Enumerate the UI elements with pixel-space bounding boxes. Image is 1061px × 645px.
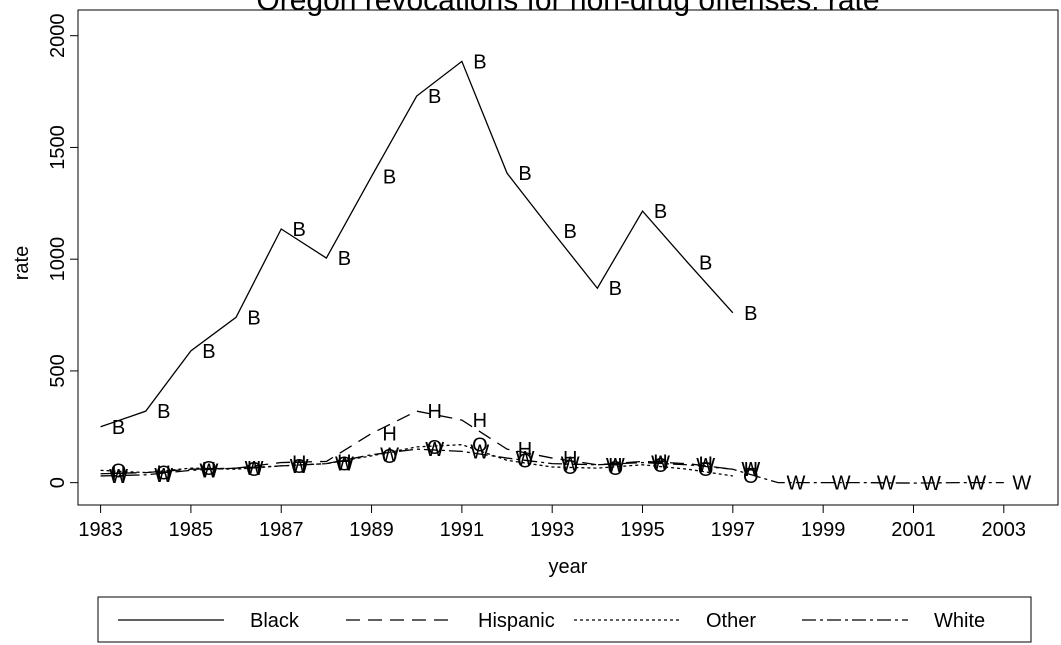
point-marker: B bbox=[112, 417, 125, 439]
legend-label: Other bbox=[706, 610, 756, 632]
point-marker: B bbox=[654, 201, 667, 223]
point-marker: W bbox=[561, 454, 580, 476]
x-tick-label: 1983 bbox=[78, 519, 123, 541]
point-marker: H bbox=[427, 401, 441, 423]
point-marker: W bbox=[967, 473, 986, 495]
point-marker: W bbox=[516, 448, 535, 470]
plot-area bbox=[77, 9, 1059, 506]
point-marker: W bbox=[606, 455, 625, 477]
point-marker: W bbox=[109, 466, 128, 488]
legend-label: Hispanic bbox=[478, 610, 555, 632]
point-marker: B bbox=[699, 253, 712, 275]
point-marker: H bbox=[473, 410, 487, 432]
point-marker: O bbox=[337, 454, 353, 476]
point-marker: B bbox=[293, 219, 306, 241]
point-marker: B bbox=[518, 163, 531, 185]
point-marker: W bbox=[877, 473, 896, 495]
y-tick-label: 500 bbox=[47, 354, 69, 387]
point-marker: O bbox=[111, 460, 127, 482]
legend-label: Black bbox=[250, 610, 300, 632]
point-marker: H bbox=[247, 458, 261, 480]
point-marker: O bbox=[472, 435, 488, 457]
point-marker: H bbox=[382, 423, 396, 445]
point-marker: W bbox=[651, 453, 670, 475]
point-marker: B bbox=[247, 307, 260, 329]
x-tick-label: 1997 bbox=[711, 519, 756, 541]
point-marker: H bbox=[337, 451, 351, 473]
y-tick-label: 1000 bbox=[47, 237, 69, 282]
point-marker: W bbox=[1012, 473, 1031, 495]
point-marker: W bbox=[425, 439, 444, 461]
x-tick-label: 1995 bbox=[620, 519, 665, 541]
point-marker: B bbox=[157, 401, 170, 423]
series-line bbox=[100, 448, 1004, 484]
point-marker: O bbox=[427, 437, 443, 459]
point-marker: B bbox=[383, 166, 396, 188]
point-marker: B bbox=[338, 248, 351, 270]
x-tick-label: 2001 bbox=[891, 519, 936, 541]
point-marker: W bbox=[380, 445, 399, 467]
point-marker: W bbox=[832, 473, 851, 495]
x-axis-label: year bbox=[549, 556, 588, 578]
x-tick-label: 2003 bbox=[982, 519, 1027, 541]
x-tick-label: 1999 bbox=[801, 519, 846, 541]
point-marker: W bbox=[922, 473, 941, 495]
point-marker: O bbox=[517, 450, 533, 472]
point-marker: W bbox=[154, 465, 173, 487]
point-marker: W bbox=[335, 454, 354, 476]
point-marker: H bbox=[111, 464, 125, 486]
series-line bbox=[100, 444, 733, 477]
point-marker: B bbox=[428, 86, 441, 108]
point-marker: H bbox=[698, 454, 712, 476]
point-marker: W bbox=[741, 459, 760, 481]
chart-title: Oregon revocations for non-drug offenses… bbox=[256, 0, 879, 17]
point-marker: B bbox=[744, 303, 757, 325]
y-tick-label: 2000 bbox=[47, 13, 69, 58]
point-marker: H bbox=[608, 455, 622, 477]
point-marker: O bbox=[562, 457, 578, 479]
x-tick-label: 1991 bbox=[440, 519, 485, 541]
x-tick-label: 1985 bbox=[169, 519, 214, 541]
point-marker: W bbox=[290, 456, 309, 478]
series-line bbox=[100, 410, 733, 475]
point-marker: H bbox=[202, 459, 216, 481]
point-marker: B bbox=[609, 278, 622, 300]
point-marker: O bbox=[653, 455, 669, 477]
x-tick-label: 1993 bbox=[530, 519, 575, 541]
point-marker: B bbox=[564, 221, 577, 243]
point-marker: W bbox=[787, 473, 806, 495]
point-marker: W bbox=[696, 455, 715, 477]
point-marker: H bbox=[518, 439, 532, 461]
point-marker: W bbox=[245, 458, 264, 480]
point-marker: W bbox=[199, 460, 218, 482]
x-tick-label: 1987 bbox=[259, 519, 304, 541]
x-tick-label: 1989 bbox=[349, 519, 394, 541]
y-tick-label: 0 bbox=[47, 477, 69, 488]
legend-label: White bbox=[934, 610, 985, 632]
point-marker: O bbox=[743, 466, 759, 488]
point-marker: O bbox=[382, 446, 398, 468]
y-tick-label: 1500 bbox=[47, 125, 69, 170]
point-marker: H bbox=[653, 451, 667, 473]
point-marker: H bbox=[292, 453, 306, 475]
point-marker: O bbox=[246, 459, 262, 481]
point-marker: O bbox=[291, 456, 307, 478]
legend-box bbox=[97, 596, 1032, 643]
point-marker: B bbox=[202, 341, 215, 363]
point-marker: O bbox=[698, 459, 714, 481]
point-marker: B bbox=[473, 51, 486, 73]
series-line bbox=[100, 60, 734, 428]
point-marker: W bbox=[470, 441, 489, 463]
y-axis-label: rate bbox=[11, 246, 33, 280]
